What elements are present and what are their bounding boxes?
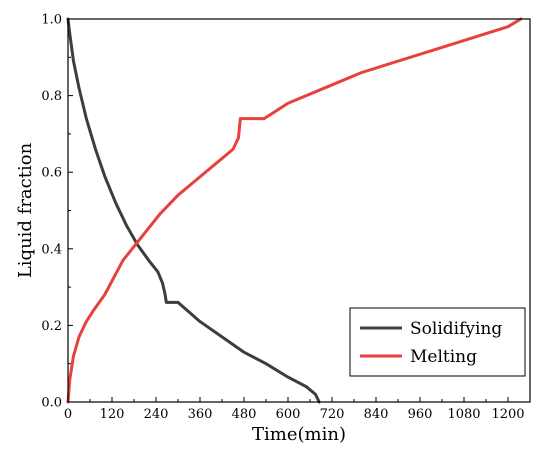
y-tick-label: 1.0: [41, 13, 62, 28]
y-tick-label: 0.6: [41, 166, 62, 181]
y-axis-title: Liquid fraction: [15, 142, 36, 278]
series-line-solidifying: [66, 17, 321, 404]
x-tick-label: 840: [364, 407, 389, 422]
y-tick-label: 0.4: [41, 242, 62, 257]
legend-label-solidifying: Solidifying: [410, 319, 502, 339]
y-tick-label: 0.2: [41, 319, 62, 334]
legend-label-melting: Melting: [410, 347, 477, 367]
legend: Solidifying Melting: [349, 307, 526, 377]
x-tick-label: 0: [64, 407, 72, 422]
series-lines: [66, 17, 523, 404]
x-tick-label: 600: [276, 407, 301, 422]
x-tick-label: 960: [408, 407, 433, 422]
x-tick-label: 360: [188, 407, 213, 422]
x-tick-label: 240: [144, 407, 169, 422]
x-tick-label: 120: [100, 407, 125, 422]
series-line-melting: [66, 17, 523, 404]
plot-frame: [67, 18, 531, 403]
legend-box: [349, 307, 526, 377]
x-tick-label: 1080: [447, 407, 480, 422]
x-tick-label: 720: [320, 407, 345, 422]
x-tick-label: 480: [232, 407, 257, 422]
x-axis-title: Time(min): [252, 424, 346, 445]
x-axis-ticks: 0 120 240 360 480 600 720 840 960 1080 1200: [64, 397, 525, 422]
y-tick-label: 0.8: [41, 89, 62, 104]
x-tick-label: 1200: [491, 407, 524, 422]
y-axis-ticks: 0.0 0.2 0.4 0.6 0.8 1.0: [41, 13, 73, 411]
y-tick-label: 0.0: [41, 396, 62, 411]
